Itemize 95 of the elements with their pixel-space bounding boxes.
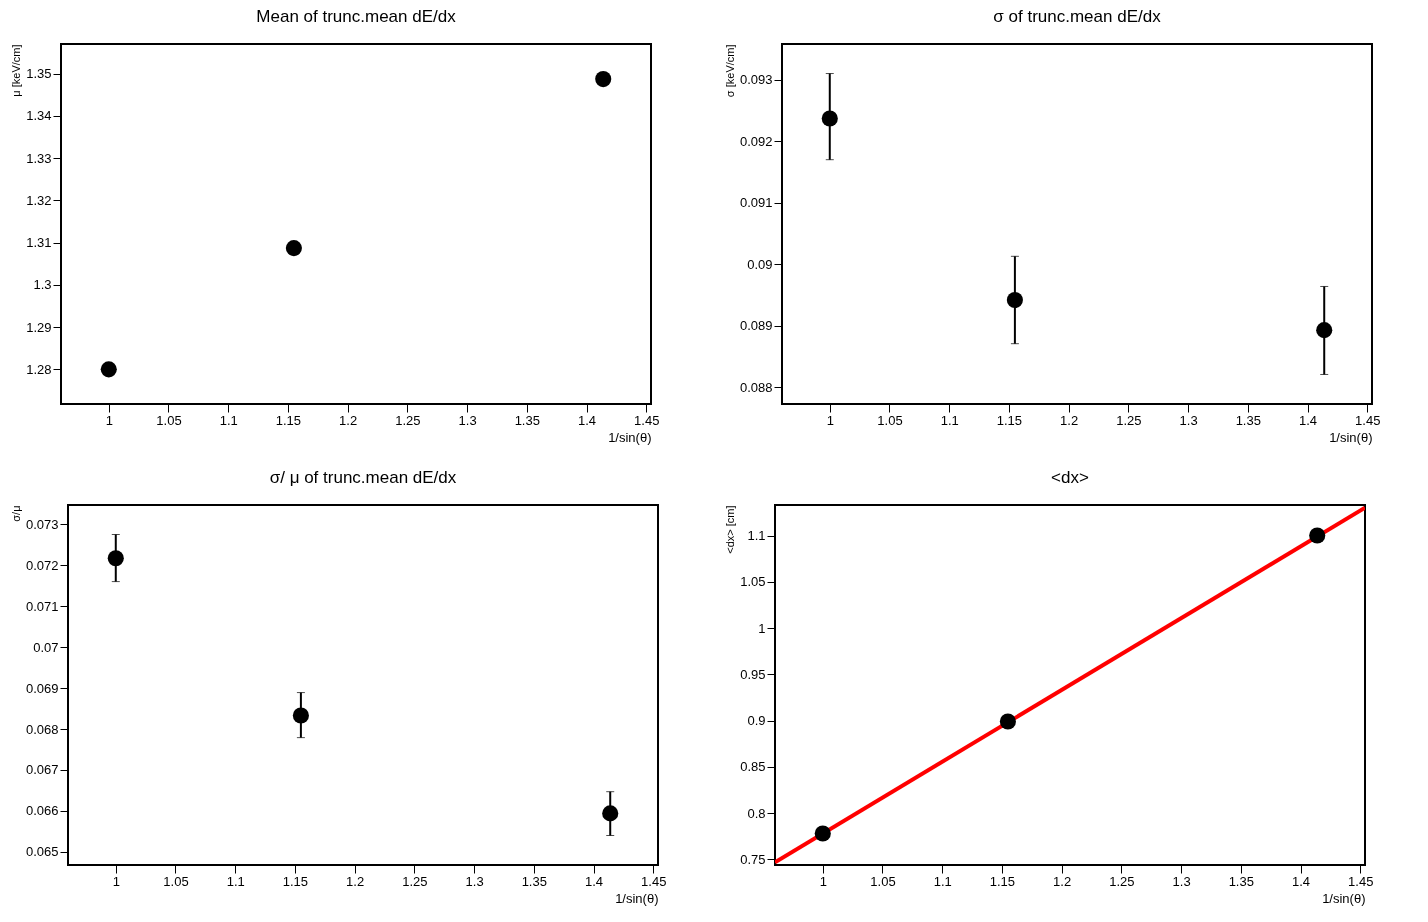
y-tick-label: 1.1 [747, 528, 766, 544]
x-tick-label: 1.35 [1228, 873, 1254, 889]
point [821, 110, 838, 127]
x-tick-label: 1.25 [402, 873, 428, 889]
y-tick-label: 1.33 [26, 150, 52, 166]
y-tick-label: 0.066 [25, 803, 59, 819]
x-tick-label: 1.45 [1348, 873, 1374, 889]
y-axis-title: σ/μ [9, 505, 22, 522]
x-tick-label: 1.45 [641, 873, 667, 889]
x-tick-label: 1.4 [1298, 412, 1318, 428]
x-tick-label: 1.05 [870, 873, 896, 889]
x-tick-label: 1.15 [989, 873, 1016, 889]
x-tick-label: 1.35 [521, 873, 547, 889]
x-tick-label: 1.1 [940, 412, 959, 428]
y-tick-label: 1.34 [26, 108, 52, 124]
y-tick-label: 0.09 [747, 256, 773, 272]
chart-title: <dx> [1051, 468, 1089, 487]
x-tick-label: 1.3 [1179, 412, 1198, 428]
point [999, 713, 1016, 730]
y-tick-label: 0.85 [740, 759, 766, 775]
y-tick-label: 0.065 [25, 844, 59, 860]
point [285, 240, 302, 257]
x-tick-label: 1.35 [1235, 412, 1261, 428]
y-tick-label: 1.3 [33, 277, 52, 293]
x-tick-label: 1.25 [395, 412, 421, 428]
x-tick-label: 1.4 [577, 412, 597, 428]
y-tick-label: 1.32 [26, 192, 52, 208]
x-axis-title: 1/sin(θ) [615, 890, 659, 906]
y-tick-label: 0.092 [739, 133, 773, 149]
y-tick-label: 0.95 [740, 666, 766, 682]
point [595, 71, 612, 88]
x-tick-label: 1.1 [933, 873, 952, 889]
x-tick-label: 1.05 [163, 873, 189, 889]
point [1316, 322, 1333, 339]
y-tick-label: 0.071 [25, 598, 59, 614]
y-tick-label: 0.75 [740, 851, 766, 867]
y-tick-label: 0.068 [25, 721, 59, 737]
y-tick-label: 0.088 [739, 379, 773, 395]
x-tick-label: 1.3 [458, 412, 477, 428]
point [1309, 527, 1326, 544]
x-tick-label: 1 [112, 873, 120, 889]
x-tick-label: 1.25 [1109, 873, 1135, 889]
point [100, 361, 117, 378]
x-tick-label: 1.3 [465, 873, 484, 889]
x-tick-label: 1.2 [339, 412, 358, 428]
y-tick-label: 0.091 [739, 195, 773, 211]
x-tick-label: 1.3 [1172, 873, 1191, 889]
x-tick-label: 1.05 [156, 412, 182, 428]
x-tick-label: 1.15 [996, 412, 1023, 428]
x-tick-label: 1.45 [634, 412, 660, 428]
point [292, 707, 309, 724]
chart-title: Mean of trunc.mean dE/dx [256, 7, 457, 26]
point [1006, 291, 1023, 309]
y-tick-label: 0.9 [747, 713, 766, 729]
x-tick-label: 1.05 [877, 412, 903, 428]
y-tick-label: 1.31 [26, 235, 52, 251]
x-tick-label: 1.4 [1291, 873, 1311, 889]
x-axis-title: 1/sin(θ) [608, 429, 652, 445]
y-tick-label: 0.8 [747, 805, 766, 821]
x-tick-label: 1.2 [1053, 873, 1072, 889]
y-tick-label: 0.073 [25, 516, 59, 532]
y-tick-label: 0.07 [33, 639, 59, 655]
point [107, 550, 124, 567]
x-tick-label: 1.35 [514, 412, 540, 428]
y-axis-title: <dx> [cm] [724, 505, 737, 554]
y-tick-label: 1 [758, 620, 766, 636]
y-tick-label: 0.069 [25, 680, 59, 696]
point [814, 825, 831, 842]
y-tick-label: 1.29 [26, 319, 52, 335]
y-tick-label: 0.072 [25, 557, 59, 573]
y-axis-title: μ [keV/cm] [10, 44, 23, 97]
x-tick-label: 1 [826, 412, 834, 428]
y-tick-label: 1.05 [740, 574, 766, 590]
x-tick-label: 1.45 [1355, 412, 1381, 428]
y-tick-label: 1.28 [26, 361, 52, 377]
chart-title: σ of trunc.mean dE/dx [993, 7, 1162, 26]
x-tick-label: 1.1 [219, 412, 238, 428]
y-tick-label: 1.35 [26, 66, 52, 82]
x-tick-label: 1.15 [275, 412, 302, 428]
x-tick-label: 1.1 [226, 873, 245, 889]
x-tick-label: 1.2 [1060, 412, 1079, 428]
x-axis-title: 1/sin(θ) [1329, 429, 1373, 445]
y-axis-title: σ [keV/cm] [723, 44, 736, 98]
x-axis-title: 1/sin(θ) [1322, 890, 1366, 906]
y-tick-label: 0.067 [25, 762, 59, 778]
y-tick-label: 0.093 [739, 72, 773, 88]
x-tick-label: 1.25 [1116, 412, 1142, 428]
point [602, 805, 619, 822]
y-tick-label: 0.089 [739, 318, 773, 334]
chart-title: σ/ μ of trunc.mean dE/dx [269, 468, 457, 487]
x-tick-label: 1 [819, 873, 827, 889]
x-tick-label: 1.15 [282, 873, 309, 889]
x-tick-label: 1 [105, 412, 113, 428]
x-tick-label: 1.4 [584, 873, 604, 889]
x-tick-label: 1.2 [346, 873, 365, 889]
